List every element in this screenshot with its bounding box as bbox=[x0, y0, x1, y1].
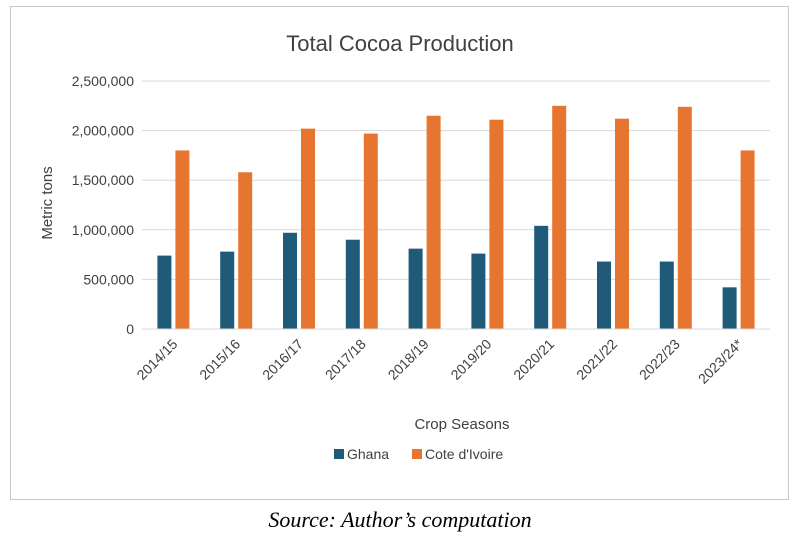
bar-cote-d-ivoire-2018-19 bbox=[426, 115, 441, 329]
bar-ghana-2023-24 bbox=[722, 287, 737, 329]
bar-cote-d-ivoire-2015-16 bbox=[238, 172, 253, 329]
bars bbox=[142, 105, 770, 330]
legend-swatch-cote-d-ivoire bbox=[412, 449, 422, 459]
x-tick-label: 2023/24* bbox=[695, 335, 746, 386]
legend-label: Ghana bbox=[347, 446, 389, 462]
x-axis-ticks: 2014/15 2015/16 2016/17 2017/18 2018/19 2019/… bbox=[133, 335, 746, 386]
bar-cote-d-ivoire-2023-24 bbox=[740, 150, 755, 329]
bar-cote-d-ivoire-2021-22 bbox=[615, 118, 629, 329]
x-tick-label: 2016/17 bbox=[259, 336, 306, 383]
y-tick-label: 0 bbox=[126, 321, 134, 337]
chart-title: Total Cocoa Production bbox=[286, 31, 513, 56]
bar-cote-d-ivoire-2016-17 bbox=[301, 128, 315, 329]
bar-ghana-2016-17 bbox=[283, 232, 297, 329]
bar-cote-d-ivoire-2019-20 bbox=[489, 119, 504, 329]
bar-ghana-2017-18 bbox=[345, 239, 360, 329]
legend-label: Cote d'Ivoire bbox=[425, 446, 503, 462]
x-tick-label: 2019/20 bbox=[447, 336, 494, 383]
y-tick-label: 1,000,000 bbox=[72, 222, 134, 238]
x-tick-label: 2020/21 bbox=[510, 336, 557, 383]
legend-swatch-ghana bbox=[334, 449, 344, 459]
y-axis-ticks: 0 500,000 1,000,000 1,500,000 2,000,000 2,500… bbox=[72, 73, 135, 337]
bar-ghana-2020-21 bbox=[534, 225, 549, 329]
bar-ghana-2019-20 bbox=[471, 253, 486, 329]
x-tick-label: 2017/18 bbox=[322, 336, 369, 383]
bar-ghana-2015-16 bbox=[220, 251, 235, 329]
x-tick-label: 2014/15 bbox=[133, 336, 180, 383]
x-axis-title: Crop Seasons bbox=[414, 416, 509, 433]
bar-ghana-2018-19 bbox=[408, 248, 423, 329]
bar-ghana-2014-15 bbox=[157, 255, 172, 329]
x-tick-label: 2018/19 bbox=[385, 336, 432, 383]
y-tick-label: 2,500,000 bbox=[72, 73, 134, 89]
y-tick-label: 2,000,000 bbox=[72, 123, 134, 139]
legend: Ghana Cote d'Ivoire bbox=[334, 446, 503, 462]
source-caption: Source: Author’s computation bbox=[268, 507, 532, 532]
y-axis-title: Metric tons bbox=[39, 166, 56, 239]
bar-ghana-2022-23 bbox=[659, 261, 674, 329]
bar-chart: Total Cocoa Production 0 500,000 1,000,000… bbox=[39, 31, 770, 462]
bar-cote-d-ivoire-2020-21 bbox=[552, 105, 567, 329]
x-tick-label: 2022/23 bbox=[636, 336, 683, 383]
bar-cote-d-ivoire-2017-18 bbox=[363, 133, 378, 329]
y-tick-label: 500,000 bbox=[83, 271, 134, 287]
bar-cote-d-ivoire-2014-15 bbox=[175, 150, 190, 329]
x-tick-label: 2021/22 bbox=[573, 336, 620, 383]
y-tick-label: 1,500,000 bbox=[72, 172, 134, 188]
bar-ghana-2021-22 bbox=[597, 261, 611, 329]
chart-frame: Total Cocoa Production 0 500,000 1,000,000… bbox=[10, 6, 789, 500]
x-tick-label: 2015/16 bbox=[196, 336, 243, 383]
gridlines bbox=[142, 80, 770, 330]
bar-cote-d-ivoire-2022-23 bbox=[677, 106, 692, 330]
